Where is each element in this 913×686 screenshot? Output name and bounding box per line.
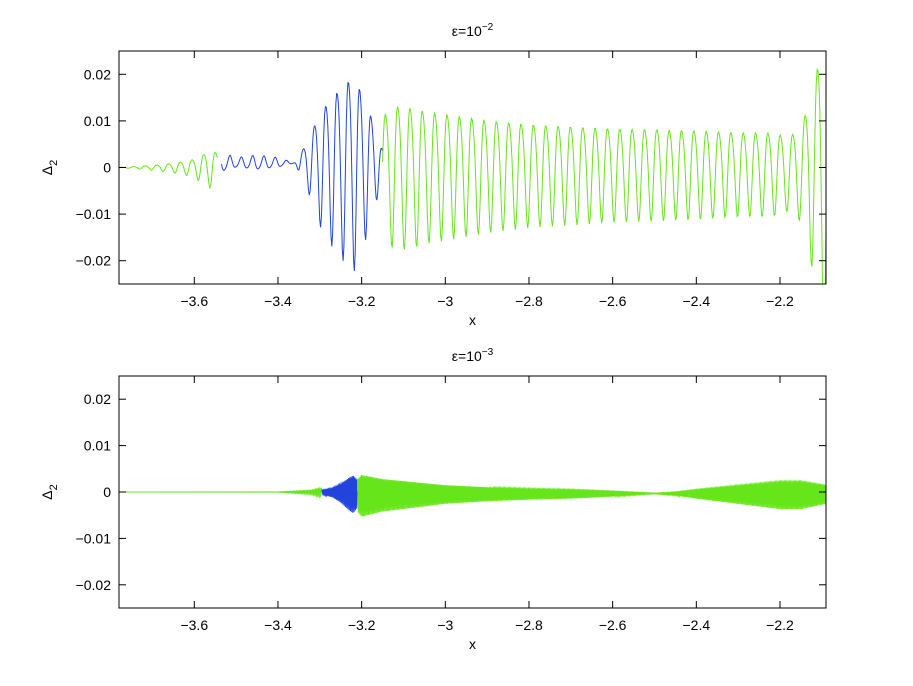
chart-title: ε=10−2 [452,22,494,39]
x-tick-label: −3.4 [264,617,292,633]
x-tick-label: −3.2 [348,617,376,633]
x-axis-label: x [469,636,476,652]
chart-title: ε=10−3 [452,347,494,364]
x-tick-label: −3.6 [180,293,208,309]
series-line-1 [119,486,323,499]
y-tick-label: 0 [103,160,111,176]
y-axis-label: Δ2 [39,484,60,499]
x-axis-label: x [469,312,476,328]
y-axis-label: Δ2 [39,160,60,175]
y-tick-label: −0.02 [76,253,112,269]
x-tick-label: −2.8 [515,617,543,633]
y-tick-label: 0.01 [84,113,111,129]
x-tick-label: −2.4 [682,617,710,633]
x-tick-label: −2.4 [682,293,710,309]
axes-box [118,50,827,285]
subplot-2: −3.6 −3.4 −3.2 −3 −2.8 −2.6 −2.4 −2.2 −0.02 −0.01… [39,347,827,652]
x-tick-label: −2.6 [599,617,627,633]
y-tick-label: −0.01 [76,530,112,546]
series-line-3 [382,67,826,284]
series-line-3 [356,475,826,517]
x-tick-label: −3.6 [180,617,208,633]
series-line-1 [119,152,218,190]
y-tick-label: 0.02 [84,66,111,82]
x-tick-label: −3 [437,617,453,633]
x-tick-label: −3.2 [348,293,376,309]
x-tick-label: −2.8 [515,293,543,309]
x-tick-label: −3.4 [264,293,292,309]
x-tick-label: −2.2 [766,293,794,309]
series-line-2 [321,475,358,513]
x-tick-label: −2.6 [599,293,627,309]
x-tick-label: −3 [437,293,453,309]
x-tick-label: −2.2 [766,617,794,633]
subplot-1: −3.6 −3.4 −3.2 −3 −2.8 −2.6 −2.4 −2.2 −0.02 −0.01… [39,22,827,328]
series-group [119,475,826,517]
series-line-2 [221,81,384,272]
y-tick-label: −0.01 [76,206,112,222]
y-tick-label: 0.01 [84,438,111,454]
y-tick-label: 0 [103,484,111,500]
y-tick-label: −0.02 [76,577,112,593]
y-tick-label: 0.02 [84,391,111,407]
series-group [119,67,826,284]
